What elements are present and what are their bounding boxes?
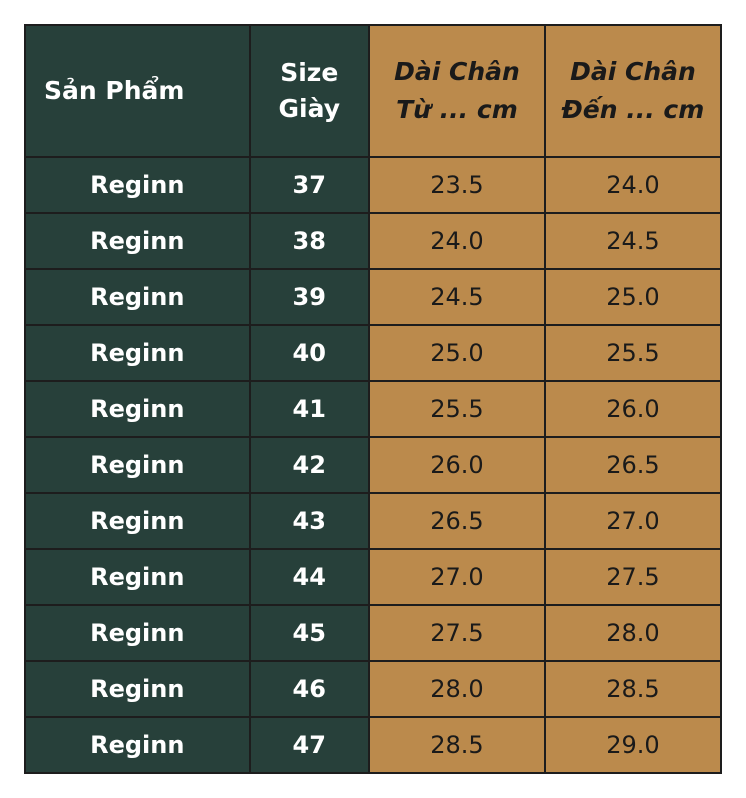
- size-cell: 44: [248, 548, 370, 606]
- header-foot-length-from: Dài Chân Từ ... cm: [367, 24, 546, 158]
- size-cell: 43: [248, 492, 370, 550]
- length-from-cell: 27.5: [367, 604, 546, 662]
- table-row: Reginn 45 27.5 28.0: [24, 604, 723, 662]
- length-from-cell: 26.5: [367, 492, 546, 550]
- size-cell: 39: [248, 268, 370, 326]
- header-to-line1: Dài Chân: [570, 57, 696, 86]
- table-row: Reginn 47 28.5 29.0: [24, 716, 723, 774]
- length-to-cell: 28.0: [543, 604, 723, 662]
- header-size: Size Giày: [248, 24, 370, 158]
- size-cell: 37: [248, 156, 370, 214]
- product-cell: Reginn: [24, 212, 251, 270]
- table-row: Reginn 39 24.5 25.0: [24, 268, 723, 326]
- product-cell: Reginn: [24, 548, 251, 606]
- length-from-cell: 25.0: [367, 324, 546, 382]
- length-from-cell: 26.0: [367, 436, 546, 494]
- header-product: Sản Phẩm: [24, 24, 251, 158]
- product-cell: Reginn: [24, 156, 251, 214]
- length-to-cell: 26.5: [543, 436, 723, 494]
- header-from-line2: Từ ... cm: [396, 95, 518, 124]
- shoe-size-table: Sản Phẩm Size Giày Dài Chân Từ ... cm Dà…: [24, 24, 723, 774]
- size-cell: 47: [248, 716, 370, 774]
- table-header: Sản Phẩm Size Giày Dài Chân Từ ... cm Dà…: [24, 24, 723, 158]
- product-cell: Reginn: [24, 660, 251, 718]
- length-from-cell: 23.5: [367, 156, 546, 214]
- product-cell: Reginn: [24, 324, 251, 382]
- length-from-cell: 24.0: [367, 212, 546, 270]
- length-from-cell: 27.0: [367, 548, 546, 606]
- length-to-cell: 26.0: [543, 380, 723, 438]
- length-to-cell: 25.5: [543, 324, 723, 382]
- length-to-cell: 24.5: [543, 212, 723, 270]
- size-cell: 40: [248, 324, 370, 382]
- header-to-line2: Đến ... cm: [561, 95, 705, 124]
- table-row: Reginn 41 25.5 26.0: [24, 380, 723, 438]
- header-from-line1: Dài Chân: [394, 57, 520, 86]
- product-cell: Reginn: [24, 604, 251, 662]
- size-cell: 42: [248, 436, 370, 494]
- length-from-cell: 25.5: [367, 380, 546, 438]
- size-cell: 38: [248, 212, 370, 270]
- product-cell: Reginn: [24, 380, 251, 438]
- product-cell: Reginn: [24, 268, 251, 326]
- length-to-cell: 24.0: [543, 156, 723, 214]
- product-cell: Reginn: [24, 492, 251, 550]
- table-row: Reginn 42 26.0 26.5: [24, 436, 723, 494]
- table-body: Reginn 37 23.5 24.0 Reginn 38 24.0 24.5 Reginn 39…: [24, 156, 723, 774]
- length-from-cell: 28.0: [367, 660, 546, 718]
- table-row: Reginn 38 24.0 24.5: [24, 212, 723, 270]
- header-row: Sản Phẩm Size Giày Dài Chân Từ ... cm Dà…: [24, 24, 723, 158]
- table-row: Reginn 40 25.0 25.5: [24, 324, 723, 382]
- header-size-line2: Giày: [278, 94, 341, 123]
- length-to-cell: 27.5: [543, 548, 723, 606]
- header-size-line1: Size: [280, 58, 339, 87]
- length-to-cell: 25.0: [543, 268, 723, 326]
- product-cell: Reginn: [24, 436, 251, 494]
- table-row: Reginn 43 26.5 27.0: [24, 492, 723, 550]
- length-to-cell: 28.5: [543, 660, 723, 718]
- table-row: Reginn 46 28.0 28.5: [24, 660, 723, 718]
- size-cell: 41: [248, 380, 370, 438]
- table-row: Reginn 44 27.0 27.5: [24, 548, 723, 606]
- length-to-cell: 29.0: [543, 716, 723, 774]
- length-from-cell: 28.5: [367, 716, 546, 774]
- size-cell: 46: [248, 660, 370, 718]
- product-cell: Reginn: [24, 716, 251, 774]
- header-foot-length-to: Dài Chân Đến ... cm: [543, 24, 723, 158]
- size-cell: 45: [248, 604, 370, 662]
- length-from-cell: 24.5: [367, 268, 546, 326]
- length-to-cell: 27.0: [543, 492, 723, 550]
- table-row: Reginn 37 23.5 24.0: [24, 156, 723, 214]
